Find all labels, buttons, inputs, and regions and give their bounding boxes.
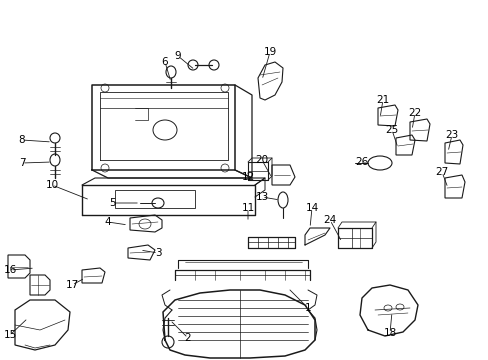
Text: 20: 20 <box>255 155 268 165</box>
Text: 2: 2 <box>184 333 191 343</box>
Text: 12: 12 <box>241 172 254 182</box>
Text: 13: 13 <box>255 192 268 202</box>
Text: 27: 27 <box>434 167 447 177</box>
Text: 3: 3 <box>154 248 161 258</box>
Text: 10: 10 <box>45 180 59 190</box>
Text: 4: 4 <box>104 217 111 227</box>
Text: 24: 24 <box>323 215 336 225</box>
Text: 25: 25 <box>385 125 398 135</box>
Text: 14: 14 <box>305 203 318 213</box>
Text: 15: 15 <box>3 330 17 340</box>
Bar <box>115 190 195 208</box>
Text: 6: 6 <box>162 57 168 67</box>
Text: 21: 21 <box>376 95 389 105</box>
Text: 9: 9 <box>174 51 181 61</box>
Text: 1: 1 <box>304 303 311 313</box>
Text: 26: 26 <box>355 157 368 167</box>
Text: 7: 7 <box>19 158 25 168</box>
Text: 8: 8 <box>19 135 25 145</box>
Text: 23: 23 <box>445 130 458 140</box>
Text: 18: 18 <box>383 328 396 338</box>
Text: 22: 22 <box>407 108 421 118</box>
Text: 17: 17 <box>65 280 79 290</box>
Text: 19: 19 <box>263 47 276 57</box>
Text: 16: 16 <box>3 265 17 275</box>
Text: 11: 11 <box>241 203 254 213</box>
Text: 5: 5 <box>108 198 115 208</box>
